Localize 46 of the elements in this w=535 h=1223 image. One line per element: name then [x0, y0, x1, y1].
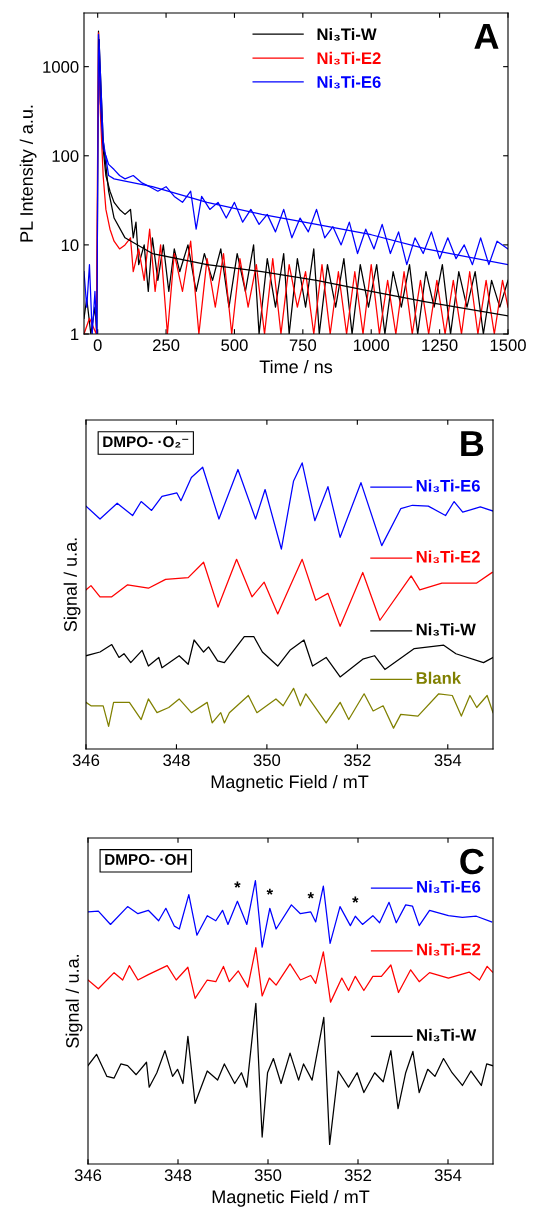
legend-label: Ni₃Ti-E2 — [317, 51, 381, 65]
x-tick-label: 250 — [153, 339, 180, 352]
legend-label: Ni₃Ti-E2 — [416, 550, 480, 564]
legend-label: Ni₃Ti-W — [416, 623, 476, 636]
x-axis-title: Time / ns — [259, 359, 333, 374]
x-tick-label: 1500 — [490, 339, 526, 352]
y-tick-label: 1000 — [43, 61, 79, 73]
x-tick-label: 750 — [289, 339, 317, 352]
legend-label: Ni₃Ti-E6 — [416, 479, 480, 493]
text: DMPO- ·O₂⁻ — [103, 436, 189, 448]
legend-label: Ni₃Ti-E2 — [417, 943, 481, 956]
legend-label: Blank — [416, 671, 462, 684]
x-tick-label: 500 — [221, 339, 248, 352]
x-tick-label: 346 — [72, 754, 100, 767]
x-tick-label: 0 — [93, 339, 102, 352]
y-axis-title: Signal / u.a. — [63, 538, 81, 632]
x-tick-label: 354 — [434, 1169, 462, 1182]
y-axis-title: Signal / u.a. — [65, 954, 83, 1048]
x-tick-label: 1000 — [353, 339, 390, 352]
x-tick-label: 348 — [164, 1169, 192, 1182]
annotation: * — [234, 881, 241, 888]
x-tick-label: 354 — [434, 754, 462, 767]
x-tick-label: 352 — [344, 754, 371, 767]
text: C — [460, 848, 484, 875]
y-tick-label: 1 — [71, 328, 79, 341]
x-tick-label: 346 — [74, 1169, 102, 1182]
y-axis-title: PL Intensity / a.u. — [19, 105, 37, 242]
annotation: * — [352, 896, 359, 903]
x-tick-label: 348 — [163, 754, 190, 767]
annotation: A — [474, 23, 499, 49]
x-tick-label: 350 — [253, 754, 281, 767]
y-tick-label: 10 — [61, 239, 79, 252]
legend-label: Ni₃Ti-W — [417, 1028, 477, 1042]
y-tick-label: 100 — [52, 150, 79, 162]
x-axis-title: Magnetic Field / mT — [212, 1189, 370, 1207]
legend-label: Ni₃Ti-E6 — [417, 880, 481, 894]
x-tick-label: 350 — [254, 1169, 282, 1182]
annotation: * — [266, 888, 274, 895]
annotation: * — [307, 892, 314, 899]
text: DMPO- ·OH — [105, 854, 187, 865]
legend-label: Ni₃Ti-E6 — [317, 75, 381, 89]
text: B — [461, 431, 484, 457]
x-tick-label: 352 — [344, 1169, 372, 1182]
x-axis-title: Magnetic Field / mT — [211, 774, 369, 792]
legend-label: Ni₃Ti-W — [317, 28, 377, 41]
x-tick-label: 1250 — [422, 339, 458, 352]
